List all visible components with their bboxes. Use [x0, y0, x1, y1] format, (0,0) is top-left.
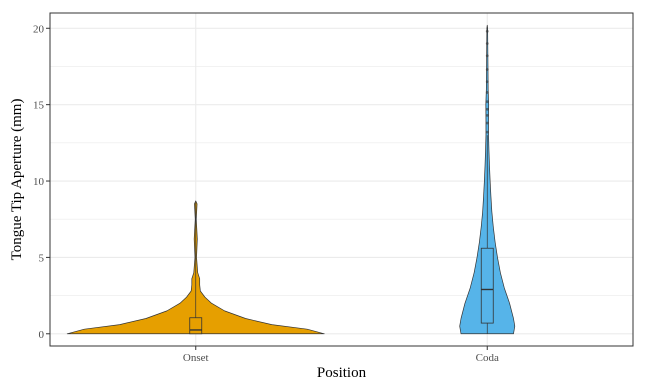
- outlier-point: [485, 107, 489, 111]
- x-tick-label: Onset: [183, 352, 209, 364]
- outlier-point: [485, 54, 489, 58]
- outlier-point: [485, 42, 489, 45]
- violins: [66, 24, 516, 335]
- panel-border: [49, 12, 634, 347]
- outlier-point: [485, 68, 489, 71]
- y-tick-label: 0: [39, 329, 45, 341]
- outlier-point: [485, 113, 489, 117]
- box-onset: [189, 317, 203, 335]
- y-axis-title: Tongue Tip Aperture (mm): [9, 99, 25, 261]
- x-tick-label: Coda: [476, 352, 499, 364]
- box-coda: [480, 247, 494, 324]
- axes: 0 5 10 15 20 Onset Coda: [33, 23, 499, 364]
- outlier-point: [485, 100, 489, 103]
- outlier-point: [485, 80, 489, 84]
- y-tick-label: 20: [33, 23, 45, 35]
- outlier-point: [485, 91, 489, 94]
- y-tick-label: 10: [33, 176, 45, 188]
- y-tick-label: 15: [33, 100, 45, 112]
- grid-lines: [50, 13, 633, 346]
- y-tick-label: 5: [39, 252, 45, 264]
- x-axis-title: Position: [317, 365, 367, 381]
- outlier-point: [485, 29, 489, 33]
- outlier-point: [485, 121, 489, 125]
- outlier-point: [485, 130, 489, 134]
